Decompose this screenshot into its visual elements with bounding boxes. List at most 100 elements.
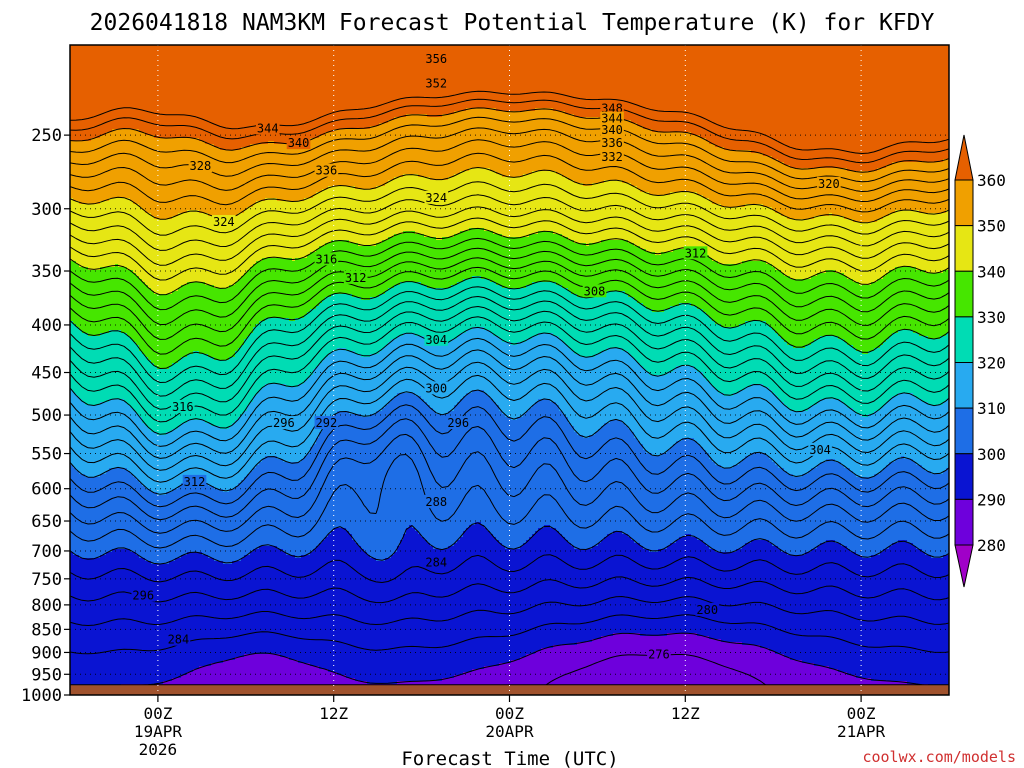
theta-field-cell bbox=[121, 609, 125, 613]
theta-field-cell bbox=[91, 513, 95, 517]
theta-field-cell bbox=[73, 459, 77, 463]
theta-field-cell bbox=[109, 666, 113, 670]
theta-field-cell bbox=[103, 297, 107, 301]
theta-field-cell bbox=[115, 639, 119, 643]
theta-field-cell bbox=[121, 483, 125, 487]
theta-field-cell bbox=[79, 255, 83, 259]
theta-field-cell bbox=[73, 582, 77, 586]
theta-field-cell bbox=[103, 423, 107, 427]
theta-field-cell bbox=[109, 393, 113, 397]
theta-field-cell bbox=[115, 417, 119, 421]
theta-field-cell bbox=[121, 78, 125, 82]
theta-field-cell bbox=[91, 225, 95, 229]
theta-field-cell bbox=[94, 435, 98, 439]
theta-field-cell bbox=[76, 600, 80, 604]
theta-field-cell bbox=[109, 189, 113, 193]
theta-field-cell bbox=[100, 69, 104, 73]
theta-field-cell bbox=[103, 204, 107, 208]
theta-field-cell bbox=[82, 396, 86, 400]
theta-field-cell bbox=[82, 549, 86, 553]
theta-field-cell bbox=[94, 543, 98, 547]
theta-field-cell bbox=[82, 534, 86, 538]
theta-field-cell bbox=[115, 219, 119, 223]
theta-field-cell bbox=[112, 348, 116, 352]
theta-field-cell bbox=[106, 138, 110, 142]
theta-field-cell bbox=[118, 99, 122, 103]
theta-field-cell bbox=[118, 405, 122, 409]
theta-field-cell bbox=[97, 111, 101, 115]
theta-field-cell bbox=[103, 93, 107, 97]
theta-field-cell bbox=[112, 282, 116, 286]
theta-field-cell bbox=[100, 498, 104, 502]
theta-field-cell bbox=[106, 459, 110, 463]
theta-field-cell bbox=[106, 522, 110, 526]
theta-field-cell bbox=[115, 444, 119, 448]
theta-field-cell bbox=[97, 438, 101, 442]
theta-field-cell bbox=[115, 447, 119, 451]
theta-field-cell bbox=[82, 210, 86, 214]
theta-field-cell bbox=[100, 564, 104, 568]
theta-field-cell bbox=[79, 246, 83, 250]
theta-field-cell bbox=[91, 345, 95, 349]
theta-field-cell bbox=[79, 243, 83, 247]
theta-field-cell bbox=[88, 426, 92, 430]
theta-field-cell bbox=[82, 447, 86, 451]
theta-field-cell bbox=[118, 255, 122, 259]
theta-field-cell bbox=[109, 174, 113, 178]
theta-field-cell bbox=[97, 315, 101, 319]
theta-field-cell bbox=[100, 438, 104, 442]
theta-field-cell bbox=[82, 123, 86, 127]
theta-field-cell bbox=[103, 315, 107, 319]
theta-field-cell bbox=[121, 423, 125, 427]
theta-field-cell bbox=[91, 498, 95, 502]
theta-field-cell bbox=[76, 417, 80, 421]
theta-field-cell bbox=[88, 153, 92, 157]
theta-field-cell bbox=[109, 114, 113, 118]
theta-field-cell bbox=[118, 294, 122, 298]
theta-field-cell bbox=[112, 651, 116, 655]
theta-field-cell bbox=[79, 99, 83, 103]
theta-field-cell bbox=[85, 141, 89, 145]
theta-field-cell bbox=[73, 354, 77, 358]
theta-field-cell bbox=[76, 168, 80, 172]
theta-field-cell bbox=[82, 90, 86, 94]
theta-field-cell bbox=[85, 666, 89, 670]
theta-field-cell bbox=[97, 408, 101, 412]
theta-field-cell bbox=[118, 150, 122, 154]
theta-field-cell bbox=[79, 480, 83, 484]
theta-field-cell bbox=[73, 678, 77, 682]
theta-field-cell bbox=[91, 411, 95, 415]
theta-field-cell bbox=[121, 87, 125, 91]
theta-field-cell bbox=[94, 231, 98, 235]
theta-field-cell bbox=[97, 603, 101, 607]
theta-field-cell bbox=[106, 591, 110, 595]
theta-field-cell bbox=[100, 174, 104, 178]
theta-field-cell bbox=[85, 75, 89, 79]
theta-field-cell bbox=[121, 327, 125, 331]
theta-field-cell bbox=[97, 273, 101, 277]
theta-field-cell bbox=[118, 474, 122, 478]
theta-field-cell bbox=[91, 585, 95, 589]
theta-field-cell bbox=[118, 123, 122, 127]
theta-field-cell bbox=[112, 48, 116, 52]
theta-field-cell bbox=[79, 192, 83, 196]
theta-field-cell bbox=[112, 612, 116, 616]
theta-field-cell bbox=[109, 501, 113, 505]
theta-field-cell bbox=[121, 129, 125, 133]
theta-field-cell bbox=[73, 288, 77, 292]
theta-field-cell bbox=[82, 81, 86, 85]
theta-field-cell bbox=[112, 636, 116, 640]
theta-field-cell bbox=[97, 654, 101, 658]
theta-field-cell bbox=[106, 81, 110, 85]
theta-field-cell bbox=[112, 408, 116, 412]
theta-field-cell bbox=[106, 72, 110, 76]
theta-field-cell bbox=[97, 117, 101, 121]
theta-field-cell bbox=[94, 561, 98, 565]
theta-field-cell bbox=[97, 510, 101, 514]
theta-field-cell bbox=[118, 663, 122, 667]
theta-field-cell bbox=[88, 570, 92, 574]
theta-field-cell bbox=[112, 555, 116, 559]
theta-field-cell bbox=[103, 525, 107, 529]
theta-field-cell bbox=[88, 273, 92, 277]
theta-field-cell bbox=[85, 60, 89, 64]
